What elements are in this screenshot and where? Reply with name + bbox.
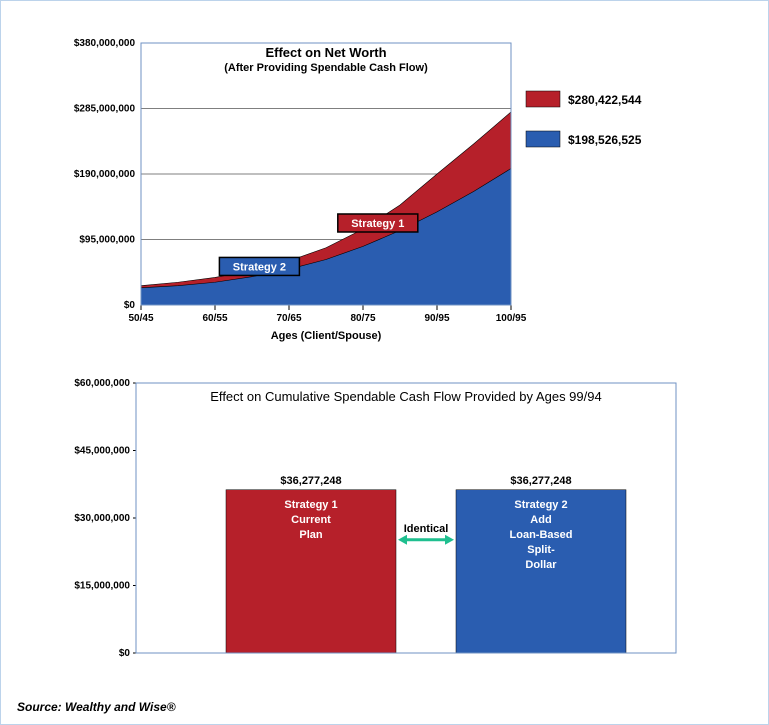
svg-text:$285,000,000: $285,000,000 [74, 104, 136, 115]
svg-text:$0: $0 [119, 648, 131, 659]
svg-text:90/95: 90/95 [424, 313, 449, 324]
svg-text:Strategy 2: Strategy 2 [514, 499, 567, 511]
net-worth-area-chart: $0 $95,000,000 $190,000,000 $285,000,000 $38… [66, 11, 696, 351]
svg-text:Effect on Cumulative Spendable: Effect on Cumulative Spendable Cash Flow… [210, 389, 601, 404]
svg-text:$60,000,000: $60,000,000 [74, 378, 130, 389]
svg-text:$190,000,000: $190,000,000 [74, 169, 136, 180]
svg-text:$36,277,248: $36,277,248 [280, 475, 341, 487]
svg-text:$380,000,000: $380,000,000 [74, 38, 136, 49]
source-attribution: Source: Wealthy and Wise® [17, 700, 176, 714]
svg-text:70/65: 70/65 [276, 313, 301, 324]
svg-text:Identical: Identical [404, 523, 449, 535]
svg-text:Strategy 1: Strategy 1 [351, 218, 404, 230]
svg-text:$198,526,525: $198,526,525 [568, 133, 642, 147]
svg-text:50/45: 50/45 [128, 313, 153, 324]
svg-text:60/55: 60/55 [202, 313, 227, 324]
svg-text:Ages (Client/Spouse): Ages (Client/Spouse) [271, 330, 382, 342]
svg-text:80/75: 80/75 [350, 313, 375, 324]
svg-text:Add: Add [530, 514, 551, 526]
svg-text:Dollar: Dollar [525, 559, 557, 571]
svg-text:$30,000,000: $30,000,000 [74, 513, 130, 524]
svg-text:Split-: Split- [527, 544, 555, 556]
svg-text:Plan: Plan [299, 529, 323, 541]
cashflow-bar-chart: $0 $15,000,000 $30,000,000 $45,000,000 $60,0… [66, 361, 696, 691]
svg-text:Strategy 1: Strategy 1 [284, 499, 337, 511]
svg-text:Current: Current [291, 514, 331, 526]
svg-text:$280,422,544: $280,422,544 [568, 93, 642, 107]
svg-text:Effect on Net Worth: Effect on Net Worth [265, 45, 386, 60]
svg-text:$15,000,000: $15,000,000 [74, 581, 130, 592]
svg-text:$36,277,248: $36,277,248 [510, 475, 571, 487]
svg-text:100/95: 100/95 [496, 313, 527, 324]
svg-text:$45,000,000: $45,000,000 [74, 446, 130, 457]
svg-text:(After Providing Spendable Cas: (After Providing Spendable Cash Flow) [224, 62, 428, 74]
svg-text:Loan-Based: Loan-Based [510, 529, 573, 541]
svg-text:Strategy 2: Strategy 2 [233, 261, 286, 273]
svg-text:$0: $0 [124, 300, 136, 311]
svg-text:$95,000,000: $95,000,000 [79, 235, 135, 246]
